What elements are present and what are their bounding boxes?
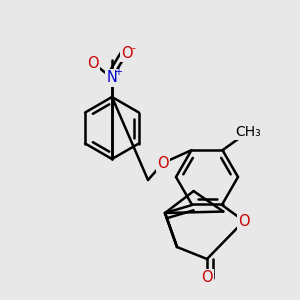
Text: O: O [238,214,250,229]
Text: O: O [157,155,169,170]
Text: O: O [121,46,133,61]
Text: -: - [131,43,135,53]
Text: O: O [87,56,99,70]
Text: +: + [114,67,122,77]
Text: N: N [106,70,117,86]
Text: O: O [201,271,213,286]
Text: CH₃: CH₃ [235,125,261,139]
